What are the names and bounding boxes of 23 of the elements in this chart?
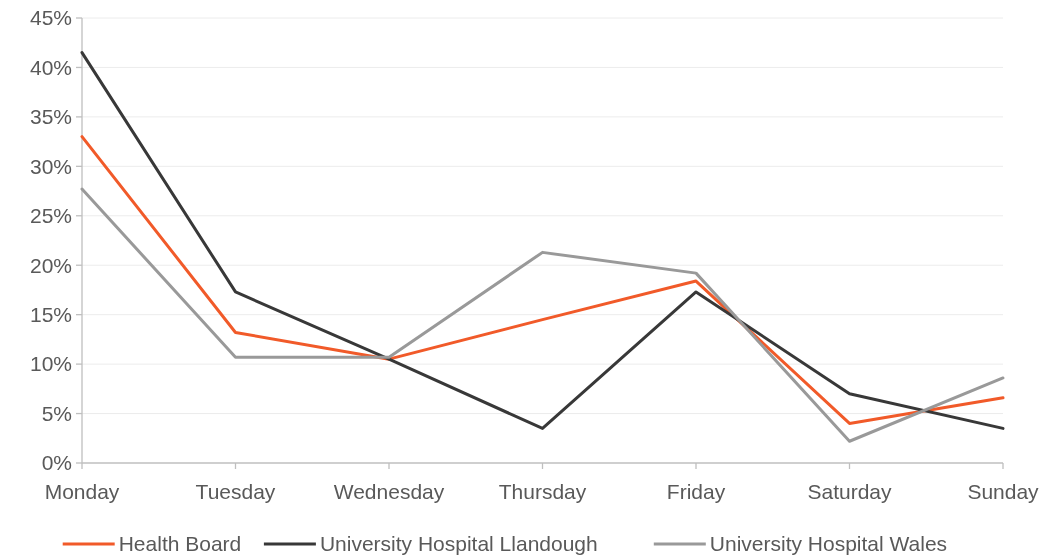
- legend-label: University Hospital Llandough: [319, 532, 598, 556]
- x-tick-label: Tuesday: [195, 480, 276, 503]
- y-tick-label: 15%: [29, 303, 72, 327]
- legend-label: Health Board: [118, 532, 242, 556]
- x-tick-label: Wednesday: [333, 480, 445, 503]
- y-tick-label: 5%: [41, 401, 72, 425]
- line-series: [80, 135, 1005, 425]
- y-tick-label: 35%: [29, 105, 72, 129]
- line-series: [80, 51, 1005, 430]
- x-tick-label: Saturday: [807, 480, 893, 503]
- x-tick-label: Thursday: [498, 480, 587, 503]
- x-tick-label: Friday: [666, 480, 726, 503]
- legend-label: University Hospital Wales: [709, 532, 948, 556]
- y-tick-label: 0%: [41, 451, 72, 475]
- y-tick-label: 45%: [29, 6, 72, 30]
- y-tick-label: 20%: [29, 253, 72, 277]
- line-series: [80, 187, 1005, 443]
- x-tick-label: Monday: [44, 480, 120, 503]
- y-tick-label: 10%: [29, 352, 72, 376]
- y-tick-label: 30%: [29, 154, 72, 178]
- y-tick-label: 25%: [29, 204, 72, 228]
- y-tick-label: 40%: [29, 55, 72, 79]
- x-tick-label: Sunday: [967, 480, 1040, 503]
